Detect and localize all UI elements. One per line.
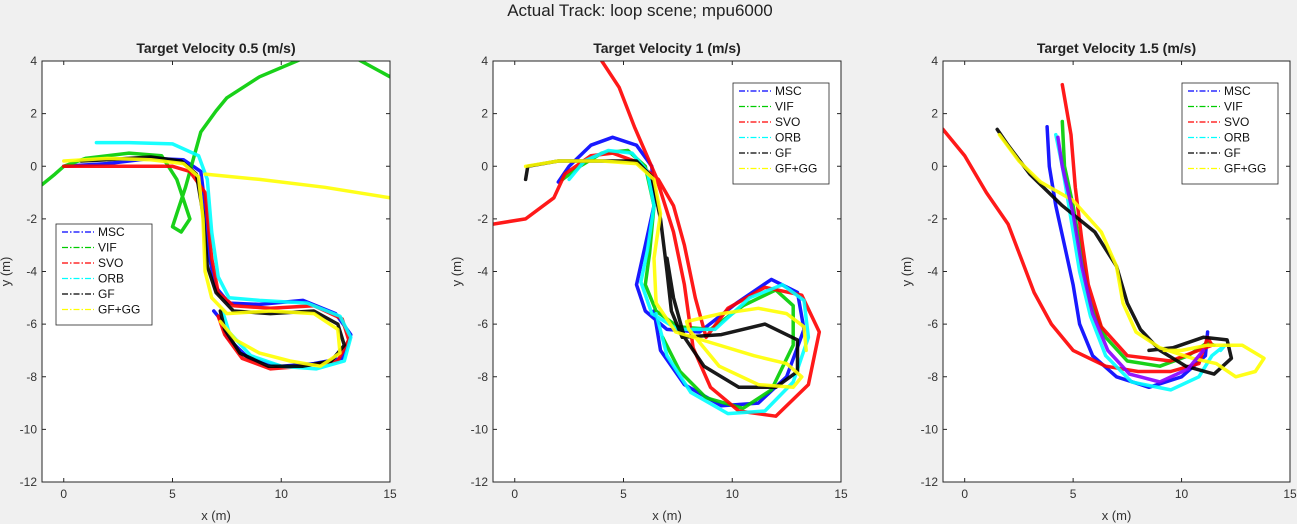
chart-title: Target Velocity 1.5 (m/s): [1037, 40, 1196, 56]
y-axis-label: y (m): [0, 257, 13, 287]
legend-label: SVO: [1224, 115, 1249, 129]
y-tick-label: -2: [26, 212, 37, 226]
y-tick-label: 0: [931, 159, 938, 173]
legend-label: GF+GG: [1224, 162, 1266, 176]
legend-label: GF: [98, 287, 115, 301]
plots: 0 5 10 15 -12 -10 -8 -6 -4 -2 0 2 4 Target Velocity 0…: [0, 40, 1297, 523]
y-tick-label: -10: [20, 422, 38, 436]
legend-label: GF+GG: [98, 303, 140, 317]
x-tick-label: 0: [511, 487, 518, 501]
y-tick-label: -6: [26, 317, 37, 331]
y-tick-label: -4: [26, 265, 37, 279]
y-tick-label: 0: [30, 159, 37, 173]
series-group: [493, 61, 822, 418]
y-tick-label: -12: [921, 475, 939, 489]
y-tick-label: -12: [471, 475, 489, 489]
series-line-gf-gg: [203, 172, 390, 200]
x-tick-label: 10: [726, 487, 740, 501]
y-tick-label: 2: [30, 107, 37, 121]
x-tick-label: 10: [1175, 487, 1189, 501]
legend-box: [732, 82, 830, 185]
y-tick-label: 4: [931, 54, 938, 68]
chart-title: Target Velocity 0.5 (m/s): [136, 40, 295, 56]
y-tick-label: 2: [481, 107, 488, 121]
y-tick-label: -4: [927, 265, 938, 279]
series-group: [42, 61, 390, 371]
legend-box: [1181, 82, 1279, 185]
series-line-svo: [62, 164, 351, 371]
x-tick-label: 0: [961, 487, 968, 501]
figure-title: Actual Track: loop scene; mpu6000: [507, 1, 773, 20]
legend-label: MSC: [98, 225, 125, 239]
y-tick-label: -12: [20, 475, 38, 489]
y-tick-label: -8: [927, 370, 938, 384]
chart-2: 0 5 10 15 -12 -10 -8 -6 -4 -2 0 2 4 Target Velocity 1…: [449, 40, 848, 523]
y-tick-label: 2: [931, 107, 938, 121]
y-tick-label: -10: [471, 422, 489, 436]
legend-label: VIF: [98, 241, 117, 255]
legend-label: SVO: [775, 115, 800, 129]
legend-label: VIF: [1224, 100, 1243, 114]
y-tick-label: -6: [927, 317, 938, 331]
y-tick-label: -8: [26, 370, 37, 384]
chart-title: Target Velocity 1 (m/s): [593, 40, 741, 56]
chart-3: 0 5 10 15 -12 -10 -8 -6 -4 -2 0 2 4 Target Velocity 1…: [899, 40, 1297, 523]
legend-label: VIF: [775, 100, 794, 114]
y-tick-label: -2: [927, 212, 938, 226]
legend-box: [55, 223, 153, 326]
series-line-orb: [567, 148, 811, 416]
series-line-gf: [79, 155, 347, 368]
legend-label: SVO: [98, 256, 123, 270]
x-tick-label: 10: [275, 487, 289, 501]
series-line-gf-gg: [523, 159, 808, 390]
x-tick-label: 15: [1283, 487, 1297, 501]
chart-1: 0 5 10 15 -12 -10 -8 -6 -4 -2 0 2 4 Target Velocity 0…: [0, 40, 397, 523]
x-tick-label: 0: [60, 487, 67, 501]
legend-label: GF: [1224, 146, 1241, 160]
legend-label: ORB: [98, 272, 124, 286]
series-line-msc: [1056, 135, 1206, 384]
y-axis-label: y (m): [899, 257, 914, 287]
x-tick-label: 15: [383, 487, 397, 501]
x-axis-label: x (m): [652, 508, 682, 523]
series-line-gf-gg: [62, 156, 342, 368]
y-tick-label: -8: [477, 370, 488, 384]
x-tick-label: 5: [620, 487, 627, 501]
y-tick-label: -2: [477, 212, 488, 226]
y-tick-label: -10: [921, 422, 939, 436]
series-group: [943, 82, 1266, 392]
legend-label: MSC: [1224, 84, 1251, 98]
x-tick-label: 5: [1070, 487, 1077, 501]
legend-label: GF: [775, 146, 792, 160]
legend-label: ORB: [1224, 131, 1250, 145]
y-axis-label: y (m): [449, 257, 464, 287]
y-tick-label: 4: [481, 54, 488, 68]
y-tick-label: -6: [477, 317, 488, 331]
y-tick-label: -4: [477, 265, 488, 279]
x-tick-label: 5: [169, 487, 176, 501]
x-tick-label: 15: [834, 487, 848, 501]
y-tick-label: 4: [30, 54, 37, 68]
legend-label: GF+GG: [775, 162, 817, 176]
x-axis-label: x (m): [1102, 508, 1132, 523]
x-axis-label: x (m): [201, 508, 231, 523]
legend-label: ORB: [775, 131, 801, 145]
legend-label: MSC: [775, 84, 802, 98]
y-tick-label: 0: [481, 159, 488, 173]
